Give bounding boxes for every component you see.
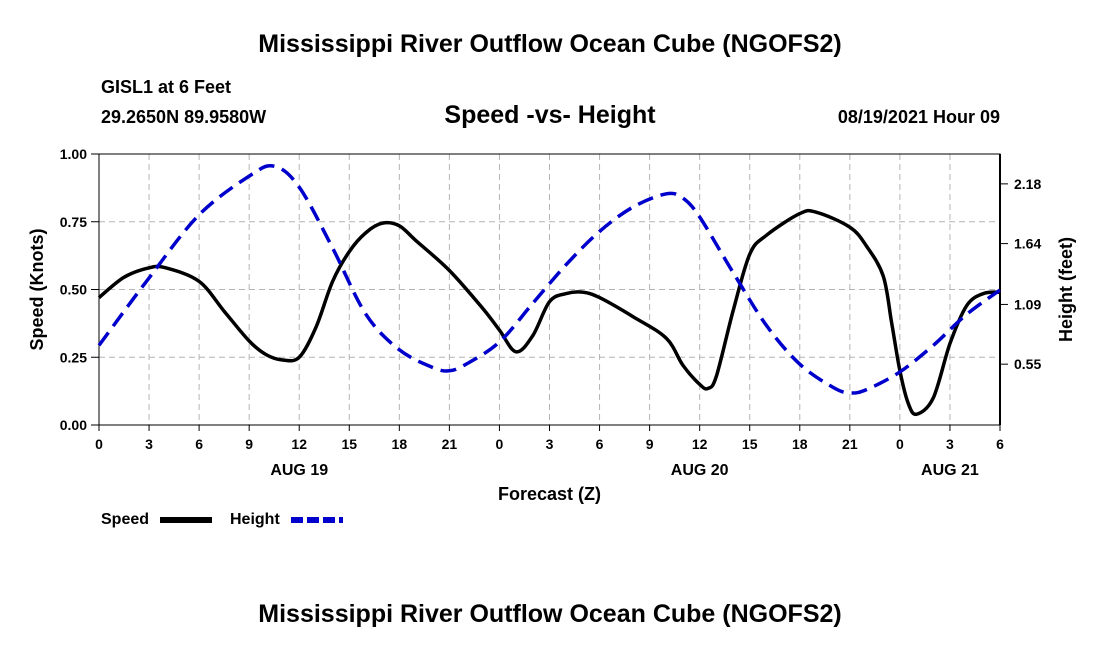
x-tick-label: 0 bbox=[896, 436, 904, 452]
chart-title: Mississippi River Outflow Ocean Cube (NG… bbox=[258, 30, 842, 58]
x-tick-label: 3 bbox=[145, 436, 153, 452]
x-tick-label: 3 bbox=[546, 436, 554, 452]
chart-subtitle: Speed -vs- Height bbox=[444, 101, 656, 129]
forecast-datetime: 08/19/2021 Hour 09 bbox=[837, 107, 1000, 127]
date-label: AUG 20 bbox=[671, 462, 729, 479]
y2-tick-label: 2.18 bbox=[1014, 176, 1041, 192]
x-tick-label: 6 bbox=[596, 436, 604, 452]
legend-speed-label: Speed bbox=[101, 511, 149, 528]
y-tick-label: 0.25 bbox=[60, 349, 87, 365]
x-axis-label: Forecast (Z) bbox=[498, 484, 601, 504]
x-tick-label: 12 bbox=[291, 436, 307, 452]
x-tick-label: 6 bbox=[996, 436, 1004, 452]
x-tick-label: 9 bbox=[245, 436, 253, 452]
x-tick-label: 18 bbox=[792, 436, 808, 452]
date-label: AUG 19 bbox=[270, 462, 328, 479]
station-coordinates: 29.2650N 89.9580W bbox=[101, 107, 267, 127]
series-lines bbox=[97, 163, 1002, 417]
y2-tick-label: 0.55 bbox=[1014, 356, 1041, 372]
x-tick-label: 9 bbox=[646, 436, 654, 452]
x-tick-label: 15 bbox=[742, 436, 758, 452]
y-tick-label: 0.50 bbox=[60, 282, 87, 298]
x-tick-label: 3 bbox=[946, 436, 954, 452]
speed-line bbox=[97, 208, 1001, 417]
footer-title: Mississippi River Outflow Ocean Cube (NG… bbox=[258, 600, 842, 628]
y2-tick-label: 1.09 bbox=[1014, 296, 1041, 312]
station-label: GISL1 at 6 Feet bbox=[101, 77, 232, 97]
grid-lines bbox=[99, 154, 1000, 425]
x-tick-label: 0 bbox=[496, 436, 504, 452]
y-axis-label: Speed (Knots) bbox=[27, 228, 47, 350]
y-tick-label: 1.00 bbox=[60, 146, 87, 162]
x-tick-label: 21 bbox=[442, 436, 458, 452]
x-tick-label: 15 bbox=[341, 436, 357, 452]
y-tick-label: 0.00 bbox=[60, 417, 87, 433]
y-tick-label: 0.75 bbox=[60, 214, 87, 230]
x-tick-label: 0 bbox=[95, 436, 103, 452]
legend: Speed Height bbox=[101, 511, 343, 528]
y2-tick-label: 1.64 bbox=[1014, 236, 1041, 252]
legend-height-label: Height bbox=[230, 511, 280, 528]
x-tick-label: 6 bbox=[195, 436, 203, 452]
x-tick-label: 12 bbox=[692, 436, 708, 452]
axes: 0 3 6 9 12 15 18 21 0 3 6 9 12 15 18 21 0 3 6 0.00 0.25 0.50 0… bbox=[60, 146, 1042, 479]
x-tick-label: 18 bbox=[392, 436, 408, 452]
height-line bbox=[97, 163, 1002, 395]
x-tick-label: 21 bbox=[842, 436, 858, 452]
y2-axis-label: Height (feet) bbox=[1056, 237, 1076, 342]
date-label: AUG 21 bbox=[921, 462, 979, 479]
